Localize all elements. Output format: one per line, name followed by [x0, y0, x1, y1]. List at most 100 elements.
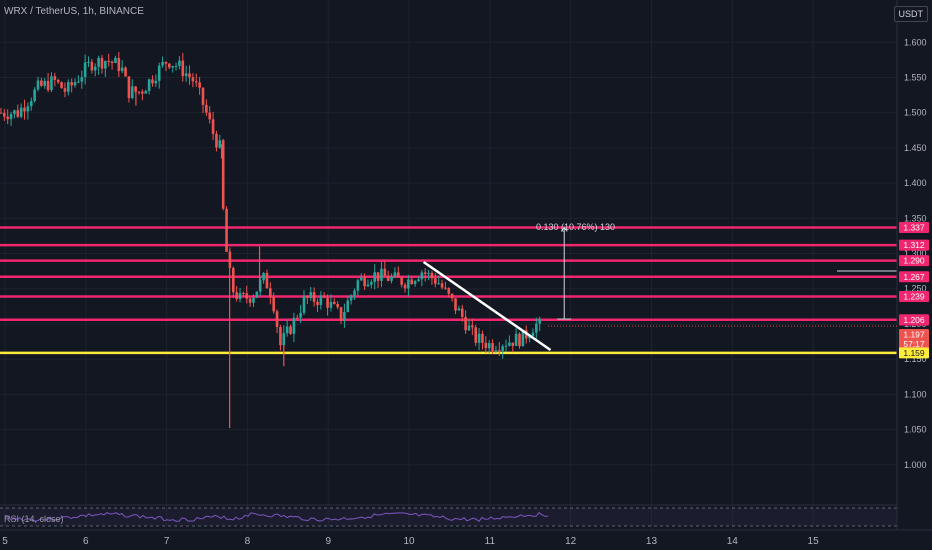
candle-body	[434, 278, 437, 284]
candle-body	[454, 298, 457, 311]
candle-body	[356, 280, 360, 291]
candle-body	[87, 61, 90, 63]
candle-body	[9, 114, 13, 120]
candle-body	[258, 280, 262, 292]
candle-body	[312, 292, 316, 302]
candle-body	[487, 343, 491, 349]
candle-body	[528, 336, 531, 339]
candle-body	[302, 296, 306, 313]
x-tick-label: 8	[245, 536, 251, 547]
rsi-label: RSI (14, close)	[4, 514, 64, 524]
candle-body	[100, 57, 104, 69]
candle-body	[231, 267, 235, 293]
candle-body	[423, 272, 427, 274]
trendline	[422, 260, 552, 352]
y-tick-label: 1.600	[904, 37, 927, 47]
x-tick-label: 15	[808, 536, 820, 547]
rsi-pane	[0, 504, 897, 527]
candle-body	[90, 61, 94, 71]
candle-body	[235, 292, 238, 300]
candle-body	[339, 307, 343, 321]
candle-body	[114, 57, 117, 63]
candle-body	[191, 77, 195, 82]
candle-body	[477, 333, 481, 343]
grid-lines	[0, 0, 897, 530]
candle-body	[73, 82, 77, 86]
candle-body	[427, 272, 430, 274]
candle-body	[127, 76, 131, 99]
candle-body	[272, 297, 275, 312]
candle-body	[120, 67, 124, 72]
candle-body	[279, 326, 282, 346]
price-tags: 1.3371.3121.2901.2671.2391.2061.2061.197…	[548, 221, 929, 359]
candle-body	[501, 346, 504, 351]
candle-body	[471, 325, 474, 328]
level-tag: 1.290	[903, 256, 925, 266]
candle-body	[474, 327, 478, 343]
candle-body	[3, 112, 6, 117]
candle-body	[366, 284, 370, 287]
candle-body	[211, 119, 215, 134]
candles	[0, 51, 541, 429]
y-tick-label: 1.450	[904, 143, 927, 153]
candle-body	[40, 80, 43, 86]
candle-body	[181, 60, 185, 77]
candle-body	[329, 301, 333, 308]
y-tick-label: 1.300	[904, 249, 927, 259]
candle-body	[67, 82, 70, 92]
level-tag-bg	[899, 255, 929, 267]
candle-body	[29, 101, 33, 107]
level-tag-bg	[899, 314, 929, 326]
candle-body	[269, 288, 272, 298]
candle-body	[343, 311, 346, 321]
candle-body	[33, 89, 36, 102]
candle-body	[137, 91, 141, 93]
level-tag-bg	[899, 271, 929, 283]
y-tick-label: 1.150	[904, 354, 927, 364]
x-tick-label: 7	[164, 536, 170, 547]
candle-body	[319, 295, 323, 306]
candle-body	[504, 345, 508, 347]
y-tick-label: 1.250	[904, 284, 927, 294]
candle-body	[282, 333, 286, 346]
candle-body	[154, 80, 158, 84]
candle-body	[110, 61, 114, 63]
candle-body	[518, 333, 521, 347]
candle-body	[252, 297, 255, 303]
candle-body	[221, 140, 225, 209]
candle-body	[440, 283, 444, 288]
chart-title: WRX / TetherUS, 1h, BINANCE	[4, 6, 144, 17]
candle-body	[464, 316, 467, 331]
candle-body	[400, 277, 403, 285]
candle-body	[359, 277, 363, 281]
candle-body	[242, 292, 245, 294]
y-tick-label: 1.500	[904, 108, 927, 118]
y-tick-label: 1.100	[904, 389, 927, 399]
candle-body	[370, 281, 373, 285]
candle-body	[373, 272, 377, 282]
candle-body	[285, 326, 289, 334]
candle-body	[238, 292, 242, 300]
candle-body	[19, 107, 23, 117]
candle-body	[457, 308, 461, 311]
candle-body	[215, 133, 218, 148]
candle-body	[460, 308, 464, 317]
candle-body	[255, 291, 259, 298]
candle-body	[407, 279, 410, 289]
candle-body	[363, 277, 366, 287]
candle-body	[63, 88, 67, 92]
currency-button[interactable]: USDT	[893, 6, 928, 22]
candle-body	[205, 104, 208, 113]
x-tick-label: 11	[485, 536, 496, 547]
y-tick-label: 1.400	[904, 178, 927, 188]
candle-body	[396, 272, 400, 278]
candle-body	[467, 325, 471, 331]
candle-body	[141, 91, 144, 94]
level-tag: 1.337	[903, 222, 925, 232]
last-price-tag-countdown: 57:17	[903, 339, 925, 349]
x-tick-label: 9	[325, 536, 331, 547]
candle-body	[53, 76, 57, 80]
candle-body	[353, 290, 356, 296]
